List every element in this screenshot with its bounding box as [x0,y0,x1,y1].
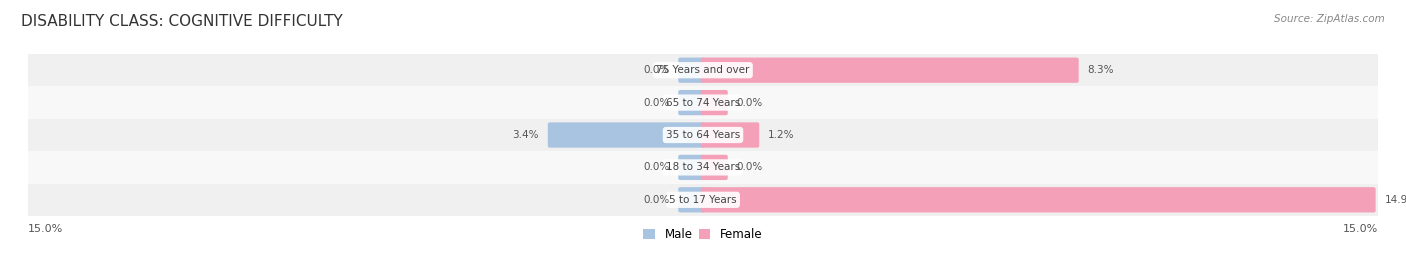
Bar [28,54,1378,86]
Text: 15.0%: 15.0% [1343,224,1378,234]
Bar [28,119,1378,151]
Text: 5 to 17 Years: 5 to 17 Years [669,195,737,205]
Text: 14.9%: 14.9% [1385,195,1406,205]
Text: 0.0%: 0.0% [737,162,763,173]
FancyBboxPatch shape [700,122,759,148]
Legend: Male, Female: Male, Female [638,223,768,246]
Text: 0.0%: 0.0% [643,162,669,173]
Text: 35 to 64 Years: 35 to 64 Years [666,130,740,140]
FancyBboxPatch shape [678,90,706,115]
Text: 0.0%: 0.0% [643,195,669,205]
Bar [28,86,1378,119]
Text: Source: ZipAtlas.com: Source: ZipAtlas.com [1274,14,1385,23]
FancyBboxPatch shape [678,58,706,83]
Text: 0.0%: 0.0% [643,65,669,75]
Text: 8.3%: 8.3% [1088,65,1114,75]
Text: 65 to 74 Years: 65 to 74 Years [666,97,740,108]
FancyBboxPatch shape [700,90,728,115]
FancyBboxPatch shape [700,58,1078,83]
FancyBboxPatch shape [548,122,706,148]
Text: 3.4%: 3.4% [512,130,538,140]
Text: 0.0%: 0.0% [737,97,763,108]
FancyBboxPatch shape [678,187,706,212]
Text: 1.2%: 1.2% [768,130,794,140]
FancyBboxPatch shape [678,155,706,180]
Text: 75 Years and over: 75 Years and over [657,65,749,75]
Text: 18 to 34 Years: 18 to 34 Years [666,162,740,173]
Bar [28,184,1378,216]
Bar [28,151,1378,184]
Text: 15.0%: 15.0% [28,224,63,234]
FancyBboxPatch shape [700,187,1375,212]
FancyBboxPatch shape [700,155,728,180]
Text: DISABILITY CLASS: COGNITIVE DIFFICULTY: DISABILITY CLASS: COGNITIVE DIFFICULTY [21,14,343,29]
Text: 0.0%: 0.0% [643,97,669,108]
